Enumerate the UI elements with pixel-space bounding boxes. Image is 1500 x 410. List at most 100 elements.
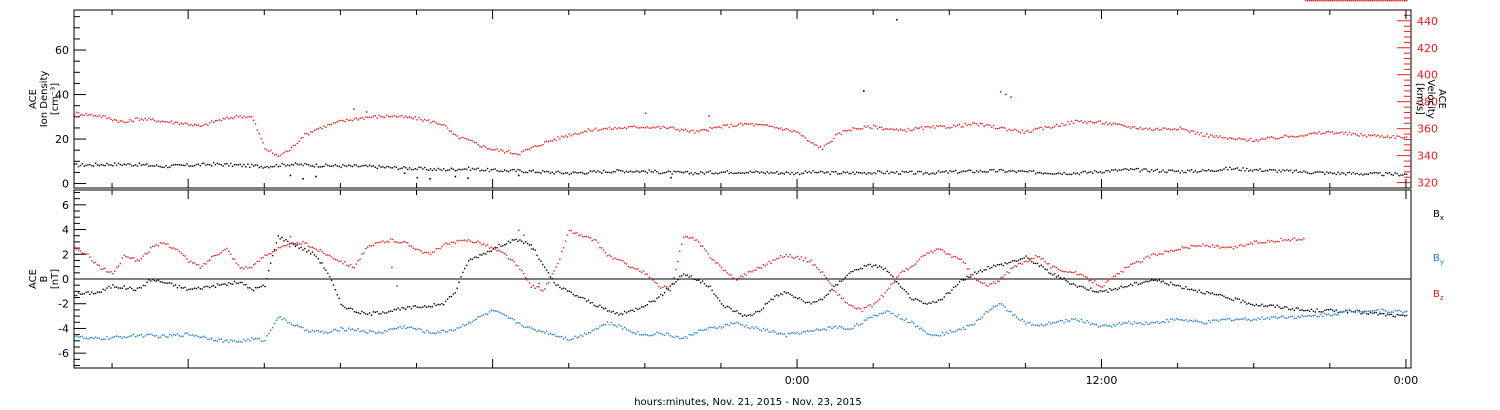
- data-point: [1326, 0, 1328, 2]
- data-point: [802, 135, 805, 137]
- data-point: [1196, 171, 1198, 174]
- data-point: [374, 115, 376, 117]
- data-point: [654, 281, 656, 283]
- data-point: [351, 328, 354, 330]
- data-point: [184, 332, 186, 334]
- data-point: [660, 293, 662, 296]
- data-point: [159, 281, 161, 283]
- data-point: [977, 271, 980, 273]
- data-point: [477, 167, 479, 169]
- data-point: [795, 256, 797, 259]
- data-point: [979, 318, 982, 320]
- data-point: [561, 135, 563, 137]
- data-point: [93, 262, 95, 264]
- data-point: [1337, 314, 1339, 316]
- data-point: [671, 173, 673, 175]
- data-point: [966, 268, 968, 270]
- data-point: [209, 164, 211, 166]
- data-point: [98, 337, 101, 339]
- data-point: [245, 166, 247, 168]
- data-point: [894, 315, 896, 317]
- data-point: [1168, 321, 1170, 323]
- data-point: [875, 314, 877, 317]
- data-point: [1320, 311, 1322, 313]
- data-point: [134, 260, 137, 262]
- data-point: [488, 311, 491, 313]
- data-point: [576, 172, 578, 174]
- data-point: [701, 280, 704, 282]
- data-point: [1171, 283, 1174, 286]
- data-point: [245, 116, 247, 119]
- data-point: [393, 114, 396, 117]
- data-point: [996, 128, 999, 130]
- data-point: [464, 239, 466, 241]
- data-point: [1327, 172, 1330, 174]
- data-point: [612, 128, 614, 130]
- data-point: [424, 332, 426, 334]
- data-point: [521, 324, 523, 327]
- data-point: [774, 127, 776, 129]
- data-point: [416, 328, 418, 331]
- data-point: [563, 338, 565, 340]
- data-point: [768, 125, 770, 127]
- data-point: [544, 288, 546, 290]
- data-point: [309, 331, 312, 333]
- data-point: [863, 319, 865, 321]
- data-point: [102, 115, 104, 117]
- data-point: [1033, 262, 1035, 264]
- data-point: [500, 245, 502, 248]
- data-point: [144, 335, 146, 337]
- data-point: [441, 329, 443, 331]
- data-point: [1025, 323, 1027, 325]
- data-point: [110, 287, 112, 289]
- data-point: [700, 171, 702, 173]
- data-point: [167, 121, 169, 123]
- data-point: [93, 293, 95, 295]
- data-point: [439, 123, 441, 125]
- data-point: [1343, 0, 1345, 2]
- data-point: [1023, 257, 1025, 259]
- data-point: [741, 276, 744, 278]
- data-point: [252, 290, 255, 292]
- data-point: [157, 120, 160, 122]
- data-point: [694, 239, 696, 241]
- data-point: [87, 114, 89, 117]
- data-point: [479, 170, 481, 172]
- data-point: [108, 116, 110, 119]
- data-point: [507, 258, 510, 260]
- data-point: [517, 229, 520, 232]
- data-point: [1379, 136, 1381, 138]
- data-point: [448, 130, 451, 132]
- data-point: [1130, 283, 1132, 285]
- data-point: [1405, 310, 1408, 312]
- data-point: [1396, 172, 1398, 175]
- data-point: [1036, 262, 1039, 265]
- data-point: [418, 116, 420, 119]
- data-point: [1392, 0, 1394, 2]
- data-point: [542, 263, 544, 266]
- data-point: [382, 166, 384, 168]
- data-point: [1069, 320, 1071, 322]
- data-point: [427, 169, 430, 171]
- data-point: [216, 254, 219, 256]
- data-point: [1181, 319, 1183, 321]
- data-point: [642, 334, 645, 336]
- data-point: [195, 287, 198, 290]
- data-point: [1177, 248, 1179, 250]
- data-point: [349, 329, 352, 331]
- data-point: [1111, 289, 1113, 291]
- data-point: [825, 143, 827, 145]
- data-point: [315, 329, 317, 332]
- data-point: [751, 123, 753, 125]
- data-point: [922, 255, 924, 257]
- data-point: [405, 167, 407, 169]
- data-point: [1006, 129, 1008, 132]
- data-point: [774, 295, 776, 297]
- data-point: [766, 328, 768, 331]
- data-point: [94, 115, 97, 117]
- data-point: [388, 241, 390, 243]
- data-point: [75, 248, 78, 250]
- data-point: [157, 337, 160, 339]
- data-point: [844, 129, 846, 132]
- data-point: [669, 285, 671, 287]
